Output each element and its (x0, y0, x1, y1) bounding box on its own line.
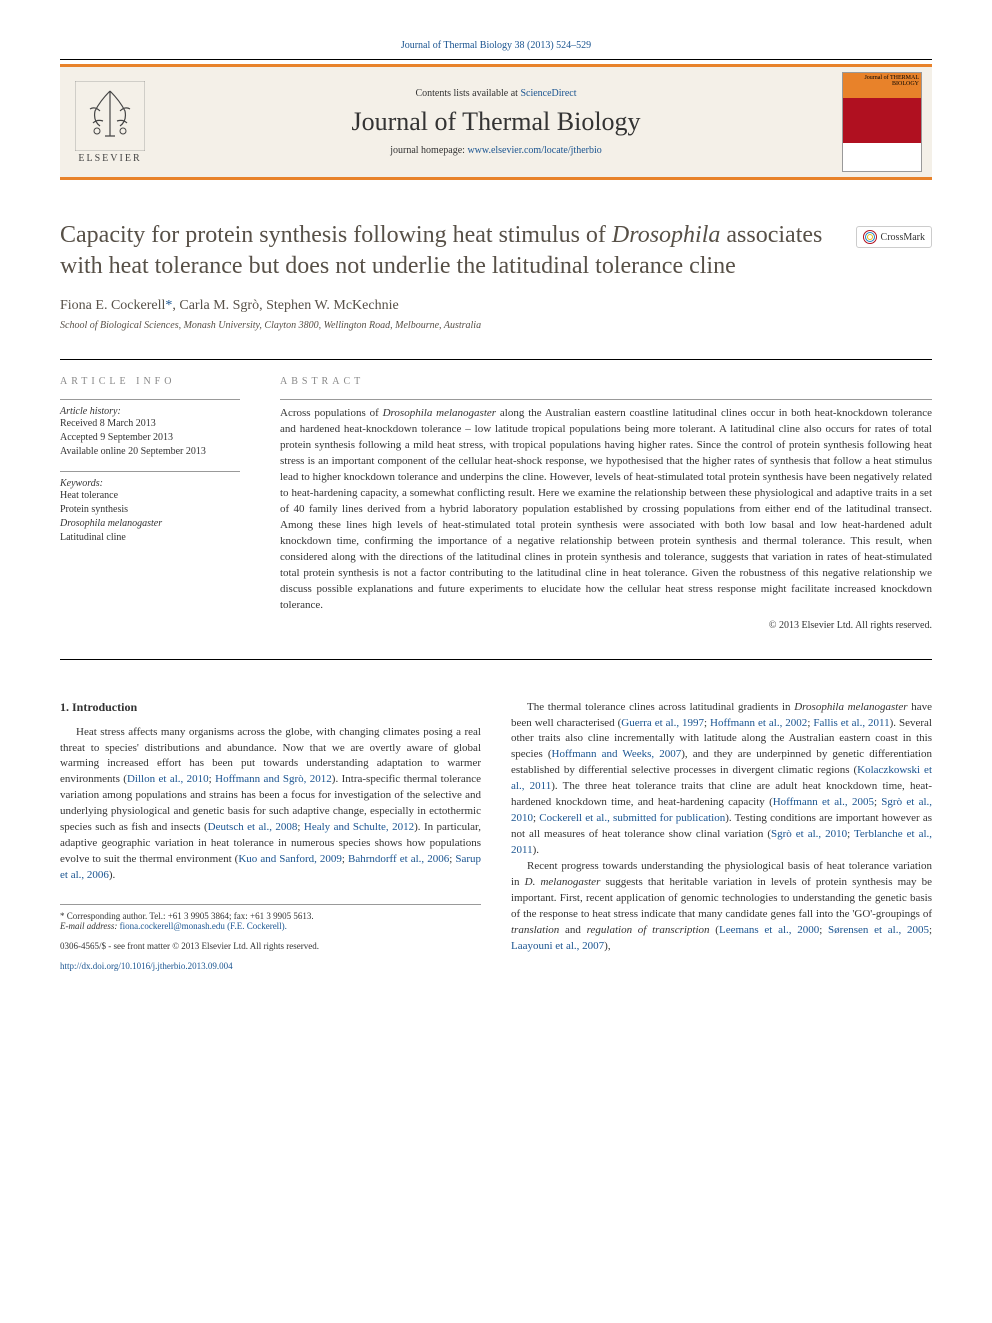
footnote-corr: * Corresponding author. Tel.: +61 3 9905… (60, 911, 481, 921)
elsevier-label: ELSEVIER (78, 153, 141, 164)
history-text: Received 8 March 2013Accepted 9 Septembe… (60, 417, 240, 459)
abstract-heading: ABSTRACT (280, 376, 932, 387)
intro-para-1: Heat stress affects many organisms acros… (60, 725, 481, 884)
crossmark-label: CrossMark (881, 232, 925, 243)
sciencedirect-link[interactable]: ScienceDirect (520, 88, 576, 99)
article-title: Capacity for protein synthesis following… (60, 220, 842, 282)
homepage-line: journal homepage: www.elsevier.com/locat… (170, 145, 822, 156)
abstract-text: Across populations of Drosophila melanog… (280, 399, 932, 613)
corresponding-author-footnote: * Corresponding author. Tel.: +61 3 9905… (60, 904, 481, 931)
keywords-label: Keywords: (60, 478, 240, 489)
abstract-copyright: © 2013 Elsevier Ltd. All rights reserved… (280, 620, 932, 631)
section-heading-intro: 1. Introduction (60, 700, 481, 715)
intro-para-3: Recent progress towards understanding th… (511, 859, 932, 955)
history-label: Article history: (60, 406, 240, 417)
elsevier-tree-icon (75, 81, 145, 151)
crossmark-icon (863, 230, 877, 244)
keywords-text: Heat toleranceProtein synthesisDrosophil… (60, 489, 240, 545)
homepage-link[interactable]: www.elsevier.com/locate/jtherbio (467, 145, 601, 156)
article-info-heading: ARTICLE INFO (60, 376, 240, 387)
affiliation: School of Biological Sciences, Monash Un… (60, 320, 842, 331)
crossmark-badge[interactable]: CrossMark (856, 226, 932, 248)
citation-link[interactable]: Journal of Thermal Biology 38 (2013) 524… (401, 40, 591, 51)
journal-header: ELSEVIER Contents lists available at Sci… (60, 64, 932, 180)
journal-cover-thumbnail[interactable]: Journal of THERMAL BIOLOGY (842, 72, 922, 172)
footnote-email-label: E-mail address: (60, 921, 120, 931)
doi-link[interactable]: http://dx.doi.org/10.1016/j.jtherbio.201… (60, 961, 233, 971)
elsevier-logo[interactable]: ELSEVIER (60, 67, 160, 177)
journal-name: Journal of Thermal Biology (170, 107, 822, 137)
footnote-email-link[interactable]: fiona.cockerell@monash.edu (F.E. Cockere… (120, 921, 287, 931)
contents-line: Contents lists available at ScienceDirec… (170, 88, 822, 99)
citation-header: Journal of Thermal Biology 38 (2013) 524… (60, 40, 932, 51)
issn-line: 0306-4565/$ - see front matter © 2013 El… (60, 941, 481, 951)
cover-title: Journal of THERMAL BIOLOGY (843, 73, 921, 98)
authors: Fiona E. Cockerell*, Carla M. Sgrò, Step… (60, 298, 842, 314)
intro-para-2: The thermal tolerance clines across lati… (511, 700, 932, 859)
